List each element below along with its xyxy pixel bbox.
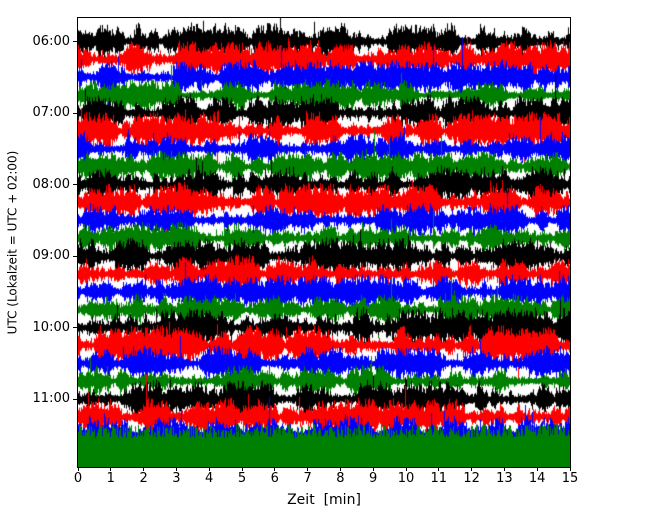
y-tick-label: 11:00 xyxy=(32,391,70,406)
x-axis-label: Zeit [min] xyxy=(287,492,361,508)
x-tick-label: 3 xyxy=(172,471,181,486)
y-tick-label: 06:00 xyxy=(32,33,70,49)
x-tick-label: 12 xyxy=(463,471,480,486)
x-tick-label: 8 xyxy=(336,471,345,486)
x-tick-label: 6 xyxy=(270,471,279,486)
x-tick-label: 5 xyxy=(237,471,247,486)
x-tick-label: 10 xyxy=(397,471,415,486)
x-tick-label: 7 xyxy=(303,471,312,486)
x-tick-label: 0 xyxy=(73,471,83,486)
x-tick-label: 14 xyxy=(528,471,546,486)
plot-area xyxy=(77,17,571,468)
x-tick-label: 4 xyxy=(205,471,214,486)
seismogram-traces-canvas xyxy=(78,18,570,467)
x-tick-label: 15 xyxy=(561,471,579,486)
x-tick-label: 11 xyxy=(430,471,448,486)
y-axis-label: UTC (Lokalzeit = UTC + 02:00) xyxy=(5,150,20,335)
x-tick-label: 1 xyxy=(106,471,115,486)
x-tick-label: 9 xyxy=(369,471,378,486)
x-tick-label: 2 xyxy=(139,471,148,486)
x-tick-label: 13 xyxy=(496,471,513,486)
